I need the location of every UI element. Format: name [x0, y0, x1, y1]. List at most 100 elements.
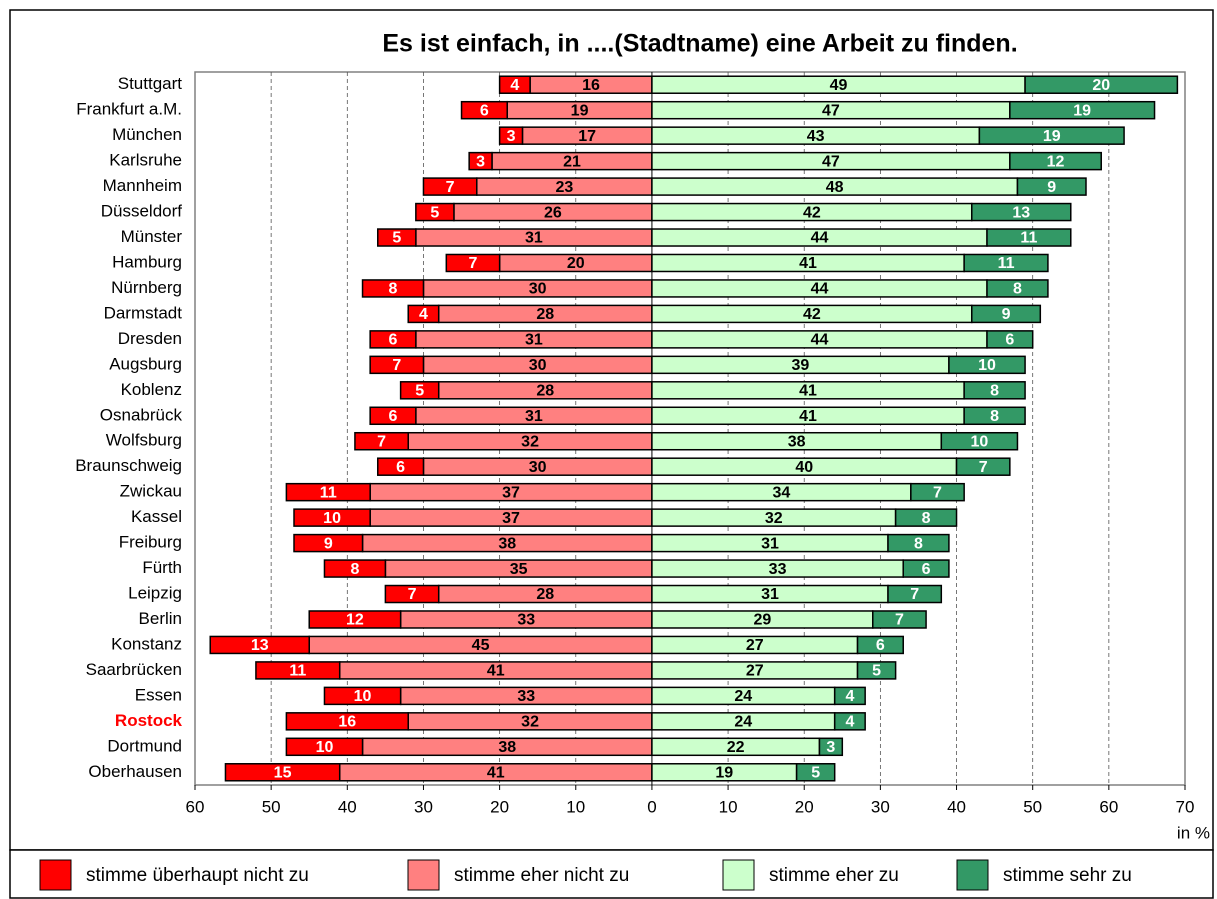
bar-segment [1009, 100, 1156, 120]
bar-segment [948, 355, 1026, 375]
bar-segment [399, 381, 440, 400]
bar-segment [498, 126, 524, 145]
value-label: 13 [1012, 204, 1030, 221]
bar-segment [354, 431, 409, 451]
x-tick-label: 50 [1023, 797, 1042, 816]
value-label: 7 [408, 586, 417, 603]
value-label: 41 [799, 408, 817, 425]
value-label: 21 [563, 153, 581, 170]
value-label: 37 [502, 510, 520, 527]
x-tick-label: 60 [186, 797, 205, 816]
chart-title: Es ist einfach, in ....(Stadtname) eine … [382, 30, 1017, 58]
value-label: 6 [876, 637, 885, 654]
value-label: 38 [498, 535, 516, 552]
value-label: 7 [377, 433, 386, 450]
value-label: 31 [525, 230, 543, 247]
bar-segment [285, 712, 409, 731]
value-label: 9 [324, 535, 333, 552]
value-label: 16 [338, 714, 356, 731]
value-label: 12 [346, 612, 364, 629]
value-label: 7 [392, 357, 401, 374]
x-tick-label: 70 [1176, 797, 1195, 816]
x-tick-label: 20 [795, 797, 814, 816]
value-label: 41 [487, 764, 505, 781]
bar-segment [361, 279, 425, 298]
bar-segment [209, 635, 310, 655]
legend-swatch [956, 859, 989, 891]
value-label: 42 [803, 204, 821, 221]
value-label: 11 [1020, 230, 1037, 247]
value-label: 11 [998, 255, 1015, 272]
value-label: 8 [990, 383, 999, 400]
x-tick-label: 40 [947, 797, 966, 816]
bar-segment [963, 381, 1026, 400]
bar-segment [818, 737, 844, 757]
category-label: Augsburg [109, 354, 182, 373]
bar-segment [369, 355, 425, 375]
value-label: 8 [922, 510, 931, 527]
value-label: 10 [323, 510, 341, 527]
legend-swatch [722, 859, 755, 891]
value-label: 4 [419, 306, 428, 323]
category-label: Konstanz [111, 634, 182, 653]
value-label: 5 [872, 663, 881, 680]
value-label: 8 [350, 561, 359, 578]
x-tick-label: 0 [647, 797, 656, 816]
bar-segment [1024, 75, 1179, 94]
value-label: 35 [510, 561, 528, 578]
category-label: Leipzig [128, 584, 182, 603]
value-label: 31 [525, 408, 543, 425]
bar-segment [323, 559, 387, 578]
category-label: Dresden [118, 329, 182, 348]
bar-segment [795, 763, 836, 782]
value-label: 47 [822, 102, 840, 119]
category-label: Rostock [115, 711, 183, 730]
bar-segment [460, 100, 508, 120]
value-label: 10 [354, 688, 372, 705]
value-label: 41 [799, 255, 817, 272]
bar-segment [285, 482, 371, 502]
value-label: 49 [830, 77, 848, 94]
value-label: 24 [734, 688, 752, 705]
legend-border [9, 849, 1214, 899]
legend-label: stimme überhaupt nicht zu [86, 865, 309, 886]
x-tick-label: 40 [338, 797, 357, 816]
value-label: 41 [487, 663, 505, 680]
bar-segment [986, 279, 1049, 298]
value-label: 3 [476, 153, 485, 170]
value-label: 30 [529, 459, 547, 476]
value-label: 7 [446, 179, 455, 196]
category-label: Wolfsburg [106, 431, 182, 450]
category-label: Oberhausen [88, 762, 182, 781]
value-label: 32 [521, 433, 539, 450]
value-label: 44 [811, 230, 829, 247]
bar-segment [1016, 177, 1087, 196]
value-label: 32 [521, 714, 539, 731]
category-label: Braunschweig [75, 456, 182, 475]
value-label: 10 [316, 739, 334, 756]
bar-segment [887, 533, 950, 553]
value-label: 32 [765, 510, 783, 527]
category-label: Frankfurt a.M. [76, 100, 182, 119]
value-label: 38 [788, 433, 806, 450]
x-tick-label: 10 [566, 797, 585, 816]
category-label: München [112, 125, 182, 144]
legend-label: stimme eher nicht zu [454, 865, 629, 886]
bar-segment [902, 559, 950, 578]
value-label: 20 [1092, 77, 1110, 94]
bar-segment [369, 406, 417, 426]
category-label: Kassel [131, 507, 182, 526]
value-label: 7 [933, 484, 942, 501]
value-label: 42 [803, 306, 821, 323]
value-label: 33 [517, 688, 535, 705]
bar-segment [224, 763, 341, 782]
value-label: 11 [320, 484, 337, 501]
bar-segment [498, 75, 531, 94]
x-tick-label: 50 [262, 797, 281, 816]
bar-segment [407, 304, 440, 324]
legend-swatch [39, 859, 72, 891]
value-label: 19 [715, 764, 733, 781]
bar-segment [910, 482, 965, 502]
value-label: 44 [811, 332, 829, 349]
